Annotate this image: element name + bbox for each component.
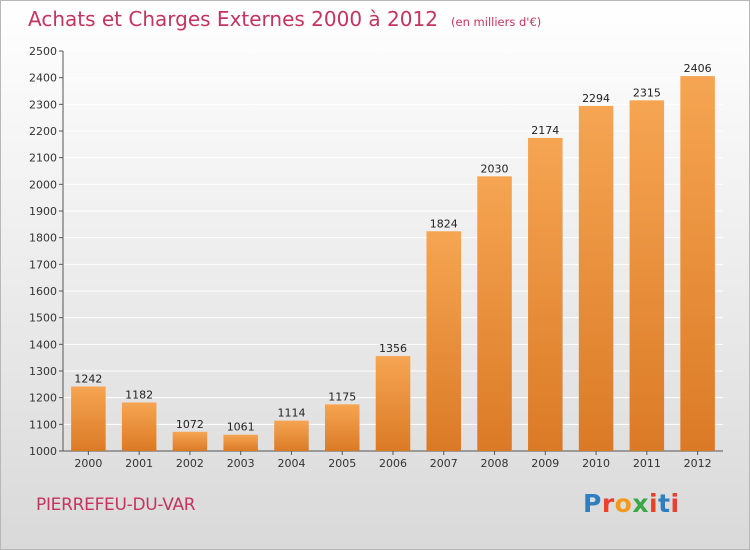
bar-2009 [528, 137, 563, 451]
x-tick-label-2010: 2010 [582, 457, 610, 470]
logo-letter: r [601, 489, 615, 518]
proxiti-logo: Proxiti [583, 489, 680, 518]
x-tick-label-2002: 2002 [176, 457, 204, 470]
bar-2004 [274, 420, 309, 451]
value-label-2007: 1824 [430, 217, 458, 230]
x-tick-label-2005: 2005 [328, 457, 356, 470]
bar-2008 [477, 176, 512, 452]
logo-letter: o [614, 489, 633, 518]
x-tick-label-2012: 2012 [684, 457, 712, 470]
x-tick-label-2001: 2001 [125, 457, 153, 470]
bar-2003 [223, 434, 258, 451]
value-label-2001: 1182 [125, 388, 153, 401]
bar-2010 [578, 105, 614, 451]
x-tick-label-2003: 2003 [227, 457, 255, 470]
bar-2005 [324, 404, 360, 451]
x-tick-label-2011: 2011 [633, 457, 661, 470]
chart-subtitle: (en milliers d'€) [451, 15, 542, 29]
x-tick-label-2007: 2007 [430, 457, 458, 470]
value-label-2011: 2315 [633, 86, 661, 99]
logo-letter: P [583, 489, 602, 518]
x-tick-label-2009: 2009 [531, 457, 559, 470]
y-tick-label: 1000 [29, 445, 57, 458]
value-label-2012: 2406 [684, 62, 712, 75]
y-tick-label: 1300 [29, 365, 57, 378]
value-label-2009: 2174 [531, 124, 559, 137]
labels: 1242 2000 1182 2001 1072 2002 1061 2003 1114 2004… [74, 62, 711, 470]
title-row: Achats et Charges Externes 2000 à 2012 (… [28, 7, 541, 31]
y-tick-label: 1800 [29, 232, 57, 245]
value-label-2004: 1114 [277, 407, 305, 420]
bar-2002 [172, 431, 208, 451]
value-label-2008: 2030 [481, 162, 509, 175]
value-label-2003: 1061 [227, 421, 255, 434]
x-tick-label-2004: 2004 [277, 457, 305, 470]
chart-title: Achats et Charges Externes 2000 à 2012 [28, 7, 438, 31]
commune-name: PIERREFEU-DU-VAR [36, 495, 196, 515]
bars [71, 76, 715, 452]
y-tick-label: 2500 [29, 45, 57, 58]
value-label-2005: 1175 [328, 390, 356, 403]
bar-2006 [375, 356, 411, 451]
bar-2001 [121, 402, 157, 451]
value-label-2006: 1356 [379, 342, 407, 355]
y-tick-label: 2000 [29, 178, 57, 191]
y-tick-label: 1600 [29, 285, 57, 298]
x-tick-label-2008: 2008 [481, 457, 509, 470]
y-tick-label: 2300 [29, 98, 57, 111]
logo-letter: i [649, 489, 659, 518]
value-label-2010: 2294 [582, 92, 610, 105]
y-tick-label: 2100 [29, 152, 57, 165]
logo-letter: x [632, 489, 649, 518]
y-tick-label: 1100 [29, 418, 57, 431]
value-label-2002: 1072 [176, 418, 204, 431]
y-tick-label: 2200 [29, 125, 57, 138]
y-tick-label: 1200 [29, 392, 57, 405]
x-tick-label-2006: 2006 [379, 457, 407, 470]
bar-2007 [426, 231, 462, 451]
y-tick-label: 1500 [29, 312, 57, 325]
bar-2000 [71, 386, 106, 451]
y-tick-label: 1900 [29, 205, 57, 218]
value-label-2000: 1242 [74, 372, 102, 385]
y-tick-label: 1400 [29, 338, 57, 351]
bar-2011 [629, 100, 665, 451]
x-tick-label-2000: 2000 [74, 457, 102, 470]
logo-letter: i [670, 489, 680, 518]
y-tick-label: 1700 [29, 258, 57, 271]
bar-2012 [680, 76, 715, 452]
logo-letter: t [658, 489, 671, 518]
y-tick-label: 2400 [29, 72, 57, 85]
